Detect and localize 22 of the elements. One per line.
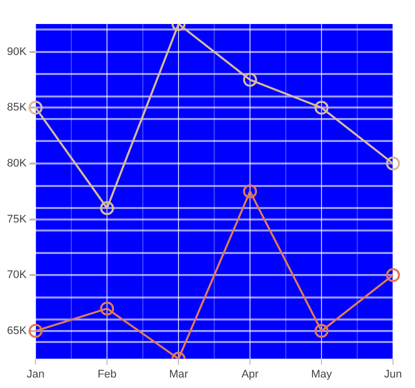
point [243,72,258,87]
y-tick-label: 65K [6,324,28,337]
x-tick-label: Jun [384,368,402,380]
y-tick-label: 75K [6,213,28,226]
x-tick-label: Feb [98,368,117,380]
point [243,184,258,198]
x-tick-label: Mar [169,368,188,380]
x-tick-label: May [311,368,332,380]
point [386,268,400,282]
point [100,302,114,316]
y-tick-label: 90K [6,46,28,58]
point [314,100,329,115]
x-tick-label: Apr [241,368,259,380]
point [386,156,400,170]
x-tick-label: Jan [26,368,44,380]
y-tick-label: 70K [6,269,28,282]
y-tick-label: 80K [6,158,28,170]
y-tick-label: 85K [6,102,28,114]
point [100,201,114,216]
point [28,100,43,115]
point [28,324,43,338]
point [314,324,329,338]
